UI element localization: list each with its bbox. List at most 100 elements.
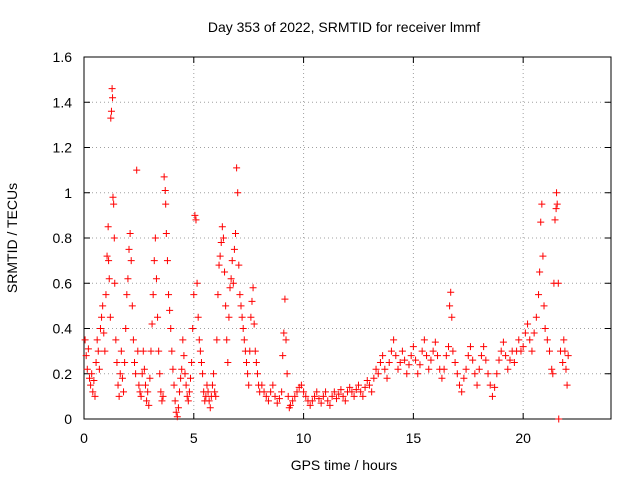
data-point [238, 313, 246, 321]
data-point [279, 352, 287, 360]
data-point [330, 388, 338, 396]
data-point [131, 358, 139, 366]
data-point [161, 186, 169, 194]
data-point [118, 374, 126, 382]
data-point [252, 358, 260, 366]
data-point [145, 401, 153, 409]
y-tick-label: 0.2 [53, 366, 73, 382]
data-point [258, 381, 266, 389]
data-point [96, 325, 104, 332]
data-point [168, 347, 176, 355]
data-point [278, 388, 286, 396]
data-point [90, 377, 98, 385]
data-point [120, 388, 128, 396]
data-point [247, 313, 255, 321]
data-point [113, 358, 121, 366]
tick-layer: 0 5 10 15 20 0 0.2 0.4 0.6 0.8 1 1.2 1.4 1.6 [53, 49, 611, 446]
data-point [374, 370, 382, 378]
data-point [194, 313, 202, 321]
data-point [140, 365, 148, 373]
data-point [449, 347, 457, 355]
data-point [225, 313, 233, 321]
data-point [103, 252, 111, 260]
data-point [528, 347, 536, 355]
y-tick-label: 1.6 [53, 49, 73, 65]
data-point [182, 381, 190, 389]
data-point [264, 397, 272, 405]
data-point [125, 245, 133, 253]
data-point [218, 223, 226, 231]
data-point [471, 370, 479, 378]
data-point [446, 302, 454, 310]
data-point [81, 336, 89, 344]
data-point [302, 392, 310, 400]
y-tick-label: 1 [64, 185, 72, 201]
data-point [94, 347, 102, 355]
data-point [260, 388, 268, 396]
data-point [106, 313, 114, 321]
y-tick-label: 0.6 [53, 275, 73, 291]
data-point [123, 291, 131, 299]
data-point [170, 381, 178, 389]
data-point [372, 365, 380, 373]
data-point [244, 370, 252, 378]
data-point [109, 94, 117, 102]
data-point [381, 365, 389, 373]
data-point [376, 358, 384, 366]
x-axis-title: GPS time / hours [291, 457, 398, 473]
x-tick-label: 10 [296, 430, 312, 446]
data-point [221, 268, 229, 276]
data-point [493, 370, 501, 378]
data-point [396, 358, 404, 366]
data-point [339, 392, 347, 400]
data-point [282, 336, 290, 344]
data-point [188, 358, 196, 366]
data-point [506, 356, 514, 364]
data-point [335, 390, 343, 398]
data-point [147, 347, 155, 355]
data-point [185, 388, 193, 396]
data-point [387, 347, 395, 355]
data-point [210, 370, 218, 378]
data-point [89, 388, 97, 396]
data-point [104, 223, 112, 231]
data-point [328, 392, 336, 400]
x-tick-label: 15 [406, 430, 422, 446]
data-point [563, 381, 571, 389]
data-point [497, 347, 505, 355]
data-point [248, 297, 256, 305]
data-point [281, 295, 289, 303]
data-point [232, 229, 240, 237]
data-point [110, 234, 118, 242]
plot-frame [83, 56, 612, 420]
data-point [121, 358, 129, 366]
data-point [363, 377, 371, 385]
data-point [438, 374, 446, 382]
data-point [543, 336, 551, 344]
data-point [269, 381, 277, 389]
data-point [98, 313, 106, 321]
data-point [112, 336, 120, 344]
data-point [541, 325, 549, 332]
data-point [236, 291, 244, 299]
data-point [132, 370, 140, 378]
data-point [177, 374, 185, 382]
data-point [538, 200, 546, 208]
data-point [552, 205, 560, 213]
data-point [267, 388, 275, 396]
data-point [322, 388, 330, 396]
data-point [199, 370, 207, 378]
data-point [306, 401, 314, 409]
data-point [169, 365, 177, 373]
data-point [173, 413, 181, 421]
data-point [517, 347, 525, 355]
data-point [146, 374, 154, 382]
data-point [539, 252, 547, 260]
data-point [87, 381, 95, 389]
data-point [105, 275, 113, 283]
data-point [192, 216, 200, 224]
data-point [475, 365, 483, 373]
points-layer [81, 85, 572, 423]
data-point [273, 399, 281, 407]
